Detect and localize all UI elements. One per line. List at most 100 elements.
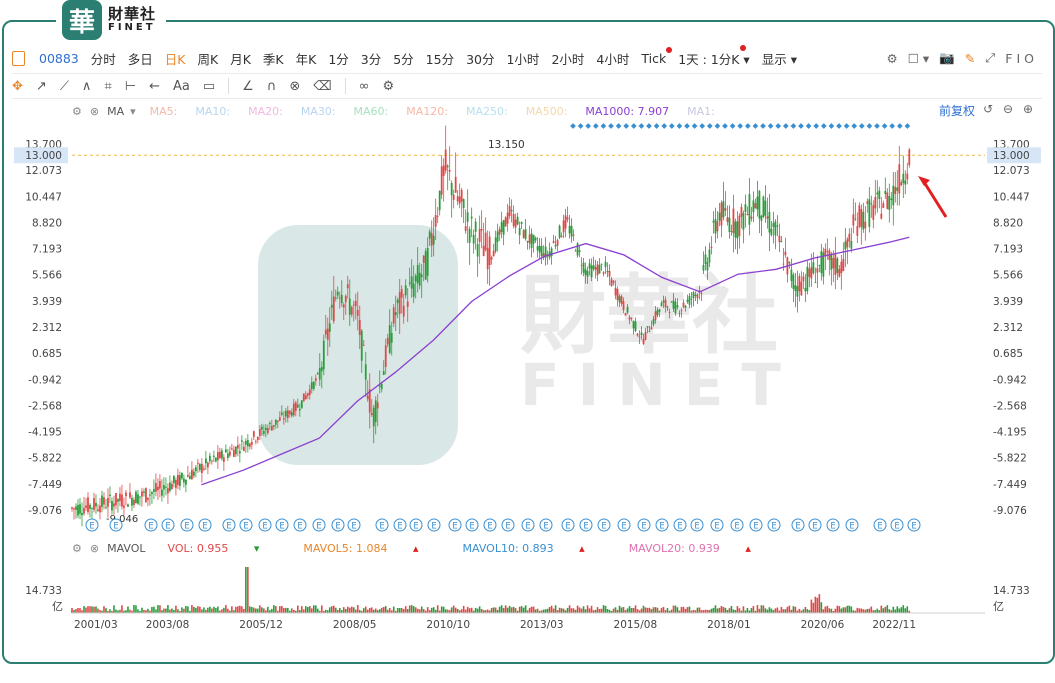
trendline-tool-icon[interactable]: ⟋ <box>59 78 69 94</box>
event-e-icon[interactable] <box>808 518 822 532</box>
candle-body <box>878 190 881 199</box>
tab-period[interactable]: 年K <box>295 51 317 67</box>
hide-tool-icon[interactable]: ⊗ <box>289 78 301 94</box>
camera-icon[interactable]: 📷 <box>939 50 955 65</box>
tab-period[interactable]: 1小时 <box>506 51 540 67</box>
event-e-icon[interactable] <box>730 518 744 532</box>
event-e-icon[interactable] <box>312 518 326 532</box>
event-e-icon[interactable] <box>144 518 158 532</box>
event-e-icon[interactable] <box>873 518 887 532</box>
event-e-icon[interactable] <box>465 518 479 532</box>
event-e-icon[interactable] <box>501 518 515 532</box>
measure-tool-icon[interactable]: ⊢ <box>124 78 137 94</box>
tab-period-active[interactable]: 日K <box>164 51 186 67</box>
tab-period[interactable]: 1分 <box>328 51 349 67</box>
volume-bar <box>259 605 261 613</box>
tab-period[interactable]: 周K <box>197 51 219 67</box>
stock-code[interactable]: 00883 <box>39 50 79 66</box>
tab-period[interactable]: 季K <box>262 51 284 67</box>
event-e-icon[interactable] <box>617 518 631 532</box>
tab-period[interactable]: 2小时 <box>551 51 585 67</box>
tab-period[interactable]: 30分 <box>466 51 495 67</box>
magnet-tool-icon[interactable]: ∩ <box>266 78 277 94</box>
tab-period[interactable]: 3分 <box>360 51 382 67</box>
event-e-icon[interactable] <box>375 518 389 532</box>
i-button[interactable]: I <box>1016 50 1021 66</box>
tab-period[interactable]: 分时 <box>90 51 116 67</box>
event-e-icon[interactable] <box>539 518 553 532</box>
event-e-icon[interactable] <box>561 518 575 532</box>
f-button[interactable]: F <box>1005 50 1013 66</box>
legend-close-icon[interactable]: ⊗ <box>89 104 100 118</box>
interval-select[interactable]: 1天 : 1分K ▾ <box>678 44 750 68</box>
fullscreen-icon[interactable]: ⤢ <box>985 50 996 65</box>
event-e-icon[interactable] <box>427 518 441 532</box>
zoom-out-icon[interactable]: ⊖ <box>1003 102 1014 116</box>
o-button[interactable]: O <box>1024 50 1034 66</box>
ma-dropdown-icon[interactable]: ▾ <box>130 104 136 118</box>
link-tool-icon[interactable]: ∞ <box>358 78 370 94</box>
event-e-icon[interactable] <box>710 518 724 532</box>
event-e-icon[interactable] <box>890 518 904 532</box>
display-menu[interactable]: 显示 ▾ <box>761 51 797 67</box>
layout-icon[interactable]: ☐ ▾ <box>907 50 930 66</box>
legend-settings-icon[interactable]: ⚙ <box>72 104 82 118</box>
sidebar-toggle-icon[interactable] <box>12 50 25 66</box>
tab-period[interactable]: 15分 <box>425 51 455 67</box>
pencil-icon[interactable]: ✎ <box>964 50 976 66</box>
event-e-icon[interactable] <box>258 518 272 532</box>
event-e-icon[interactable] <box>655 518 669 532</box>
delete-tool-icon[interactable]: ⌫ <box>313 78 332 94</box>
tab-period[interactable]: 多日 <box>127 51 153 67</box>
event-e-icon[interactable] <box>767 518 781 532</box>
event-e-icon[interactable] <box>749 518 763 532</box>
wave-tool-icon[interactable]: ∧ <box>81 78 92 94</box>
event-e-icon[interactable] <box>907 518 921 532</box>
angle-tool-icon[interactable]: ∠ <box>242 78 254 94</box>
tab-period[interactable]: 5分 <box>393 51 414 67</box>
zoom-in-icon[interactable]: ⊕ <box>1022 102 1033 116</box>
vol-close-icon[interactable]: ⊗ <box>89 541 100 555</box>
volume-bar <box>143 609 145 613</box>
tab-period[interactable]: 4小时 <box>596 51 630 67</box>
tab-period[interactable]: 月K <box>230 51 251 67</box>
event-e-icon[interactable] <box>826 518 840 532</box>
event-e-icon[interactable] <box>239 518 253 532</box>
event-e-icon[interactable] <box>331 518 345 532</box>
event-e-icon[interactable] <box>180 518 194 532</box>
event-e-icon[interactable] <box>579 518 593 532</box>
event-e-icon[interactable] <box>637 518 651 532</box>
volume-bar <box>476 608 479 613</box>
event-e-icon[interactable] <box>597 518 611 532</box>
event-e-icon[interactable] <box>85 518 99 532</box>
crosshair-tool-icon[interactable]: ✥ <box>12 78 23 94</box>
event-e-icon[interactable] <box>275 518 289 532</box>
grid-tool-icon[interactable]: ⌗ <box>104 78 112 94</box>
reset-icon[interactable]: ↺ <box>983 102 994 116</box>
event-e-icon[interactable] <box>448 518 462 532</box>
tab-period-tick[interactable]: Tick <box>641 46 673 66</box>
draw-settings-icon[interactable]: ⚙ <box>382 78 395 94</box>
arrow-tool-icon[interactable]: ← <box>149 78 160 94</box>
text-tool-icon[interactable]: Aa <box>173 78 190 94</box>
event-e-icon[interactable] <box>393 518 407 532</box>
settings-icon[interactable]: ⚙ <box>886 50 898 66</box>
event-e-icon[interactable] <box>222 518 236 532</box>
event-e-icon[interactable] <box>521 518 535 532</box>
event-e-icon[interactable] <box>845 518 859 532</box>
event-e-icon[interactable] <box>198 518 212 532</box>
event-e-icon[interactable] <box>791 518 805 532</box>
adjust-select[interactable]: 前复权 <box>938 104 975 118</box>
vol-settings-icon[interactable]: ⚙ <box>72 541 82 555</box>
event-e-icon[interactable] <box>483 518 497 532</box>
event-e-icon[interactable] <box>109 518 123 532</box>
note-tool-icon[interactable]: ▭ <box>202 78 216 94</box>
event-e-icon[interactable] <box>673 518 687 532</box>
event-e-icon[interactable] <box>293 518 307 532</box>
event-e-icon[interactable] <box>690 518 704 532</box>
event-e-icon[interactable] <box>161 518 175 532</box>
event-e-icon[interactable] <box>347 518 361 532</box>
ray-tool-icon[interactable]: ↗ <box>35 78 47 94</box>
event-e-icon[interactable] <box>409 518 423 532</box>
